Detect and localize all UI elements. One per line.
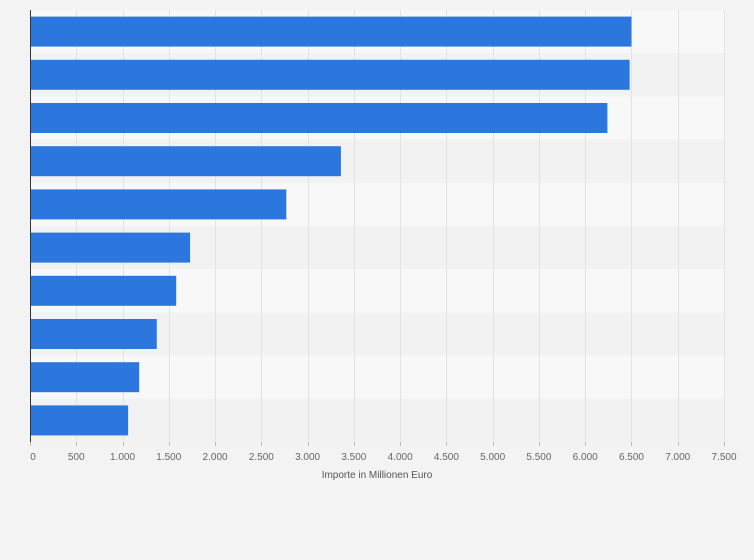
x-tick-label: 2.500 <box>249 452 274 463</box>
row-band <box>30 398 726 442</box>
x-tick-label: 6.500 <box>619 452 644 463</box>
x-axis-ticks: 0 500 1.000 1.500 2.000 2.500 3.000 3.500 4.000 4… <box>30 442 737 463</box>
bar[interactable] <box>31 103 608 133</box>
x-tick-label: 5.000 <box>480 452 505 463</box>
x-tick-label: 1.000 <box>110 452 135 463</box>
x-tick-label: 4.000 <box>388 452 413 463</box>
x-tick-label: 7.500 <box>711 452 736 463</box>
bar[interactable] <box>31 16 632 47</box>
x-tick-label: 6.000 <box>573 452 598 463</box>
x-tick-label: 3.000 <box>295 452 320 463</box>
x-axis-title: Importe in Millionen Euro <box>322 470 433 481</box>
x-tick-label: 4.500 <box>434 452 459 463</box>
bar[interactable] <box>31 189 287 220</box>
x-tick-label: 5.500 <box>526 452 551 463</box>
x-tick-label: 0 <box>30 452 36 463</box>
bar[interactable] <box>31 232 191 263</box>
bar[interactable] <box>31 275 177 306</box>
x-tick-label: 2.000 <box>203 452 228 463</box>
bar[interactable] <box>31 319 157 349</box>
x-tick-label: 7.000 <box>665 452 690 463</box>
x-tick-label: 3.500 <box>341 452 366 463</box>
bar[interactable] <box>31 59 630 90</box>
bar-series <box>31 16 632 436</box>
bar[interactable] <box>31 362 140 393</box>
bar[interactable] <box>31 146 341 177</box>
x-tick-label: 1.500 <box>156 452 181 463</box>
row-band <box>30 355 726 399</box>
bar[interactable] <box>31 405 129 436</box>
x-tick-label: 500 <box>68 452 85 463</box>
